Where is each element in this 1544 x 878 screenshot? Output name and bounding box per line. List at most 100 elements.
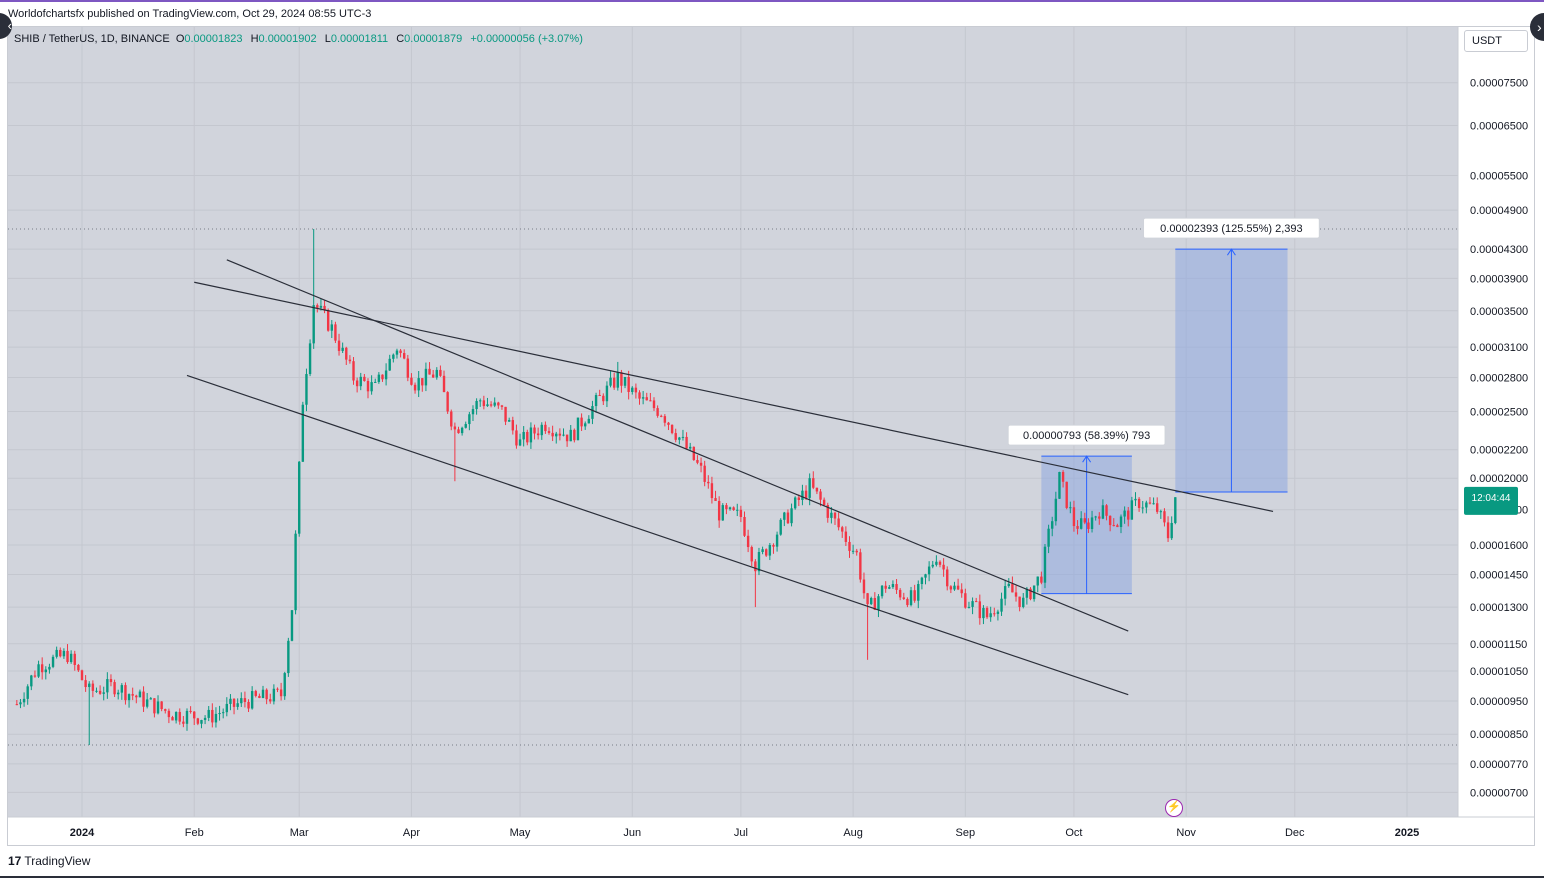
candle-body — [319, 305, 323, 308]
candle-body — [1137, 498, 1141, 509]
chart-pane[interactable]: 0.00007500 0.00006500 0.00005500 0.00004900… — [7, 26, 1535, 846]
currency-selector[interactable]: USDT — [1464, 30, 1528, 52]
candle-body — [468, 414, 471, 425]
candle-body — [1051, 521, 1054, 529]
chart-svg[interactable]: 0.00007500 0.00006500 0.00005500 0.00004900… — [8, 27, 1535, 846]
x-tick-label: Aug — [843, 827, 863, 839]
candle-body — [301, 404, 305, 462]
candle-body — [1108, 515, 1112, 526]
projection-label: 0.00000793 (58.39%) 793 — [1023, 430, 1150, 442]
y-tick-label: 0.00001150 — [1470, 639, 1527, 651]
candle-body — [62, 650, 66, 657]
candle-body — [924, 574, 927, 578]
candle-body — [428, 368, 431, 375]
candle-body — [348, 359, 352, 362]
candle-body — [964, 593, 967, 608]
candle-body — [931, 564, 934, 567]
candle-body — [888, 587, 891, 589]
candle-body — [200, 720, 203, 724]
candle-body — [580, 417, 583, 427]
candle-body — [533, 427, 536, 434]
candle-body — [109, 679, 113, 683]
candle-body — [178, 711, 181, 722]
candle-body — [402, 353, 406, 359]
candle-body — [670, 424, 674, 434]
candle-body — [203, 717, 207, 721]
candle-body — [645, 397, 648, 401]
candle-body — [225, 703, 229, 713]
projection-label-box — [1007, 424, 1166, 446]
candle-body — [851, 550, 855, 552]
candle-body — [1036, 576, 1039, 586]
candle-body — [127, 694, 131, 701]
candle-body — [529, 427, 533, 443]
candle-body — [59, 649, 62, 657]
candle-body — [594, 395, 598, 407]
candle-body — [345, 347, 348, 360]
candle-body — [765, 549, 768, 556]
candle-body — [1011, 583, 1014, 593]
candle-body — [124, 685, 127, 701]
candle-body — [612, 377, 616, 388]
candle-body — [312, 305, 315, 344]
candle-body — [294, 533, 297, 611]
candle-body — [214, 713, 218, 723]
candle-body — [218, 713, 221, 715]
candle-body — [254, 691, 257, 696]
candle-body — [1087, 522, 1090, 529]
candle-body — [1022, 597, 1025, 607]
chevron-left-icon[interactable]: ‹ — [0, 13, 12, 39]
tradingview-logo[interactable]: 17 TradingView — [8, 854, 90, 868]
candle-body — [819, 491, 822, 500]
candle-body — [98, 690, 102, 694]
candle-body — [243, 698, 247, 702]
candle-body — [236, 703, 239, 707]
candle-body — [935, 561, 938, 565]
candle-body — [909, 590, 913, 606]
candle-body — [145, 699, 149, 707]
candle-body — [518, 439, 522, 446]
x-tick-label: 2025 — [1395, 827, 1419, 839]
candle-body — [511, 420, 515, 431]
y-tick-label: 0.00002800 — [1470, 373, 1528, 385]
last-price-tag — [1464, 486, 1518, 515]
close-value: 0.00001879 — [404, 33, 463, 45]
candle-body — [464, 424, 467, 428]
candle-body — [504, 406, 507, 422]
candle-body — [710, 483, 714, 499]
candle-body — [1152, 503, 1155, 505]
candle-body — [95, 690, 98, 692]
candle-body — [837, 518, 840, 528]
candle-body — [1083, 518, 1087, 523]
candle-body — [906, 598, 909, 606]
y-tick-label: 0.00000850 — [1470, 729, 1528, 741]
candle-body — [587, 418, 591, 424]
y-tick-label: 0.00003500 — [1470, 306, 1528, 318]
candle-body — [1054, 498, 1058, 522]
candle-body — [862, 579, 866, 594]
chevron-right-icon[interactable]: › — [1530, 13, 1544, 41]
candle-body — [681, 436, 685, 438]
x-tick-label: Mar — [290, 827, 309, 839]
candle-body — [754, 561, 757, 572]
projection-arrowhead — [1227, 248, 1236, 256]
candle-body — [73, 653, 76, 665]
candle-body — [221, 712, 225, 714]
candle-body — [482, 400, 486, 407]
candle-body — [1025, 588, 1029, 598]
logo-mark: 17 — [8, 854, 22, 868]
candle-body — [460, 427, 464, 434]
lightning-icon[interactable]: ⚡ — [1165, 799, 1183, 817]
candle-body — [522, 431, 525, 440]
candle-body — [696, 459, 699, 463]
candle-body — [812, 478, 815, 488]
top-border — [0, 0, 1544, 2]
candle-body — [772, 545, 775, 547]
projection-label: 0.00002393 (125.55%) 2,393 — [1160, 223, 1303, 235]
candle-body — [707, 481, 710, 484]
candle-body — [138, 691, 142, 698]
candle-body — [406, 358, 410, 378]
candle-body — [663, 416, 667, 423]
candle-body — [1148, 502, 1152, 504]
candle-body — [417, 378, 420, 391]
